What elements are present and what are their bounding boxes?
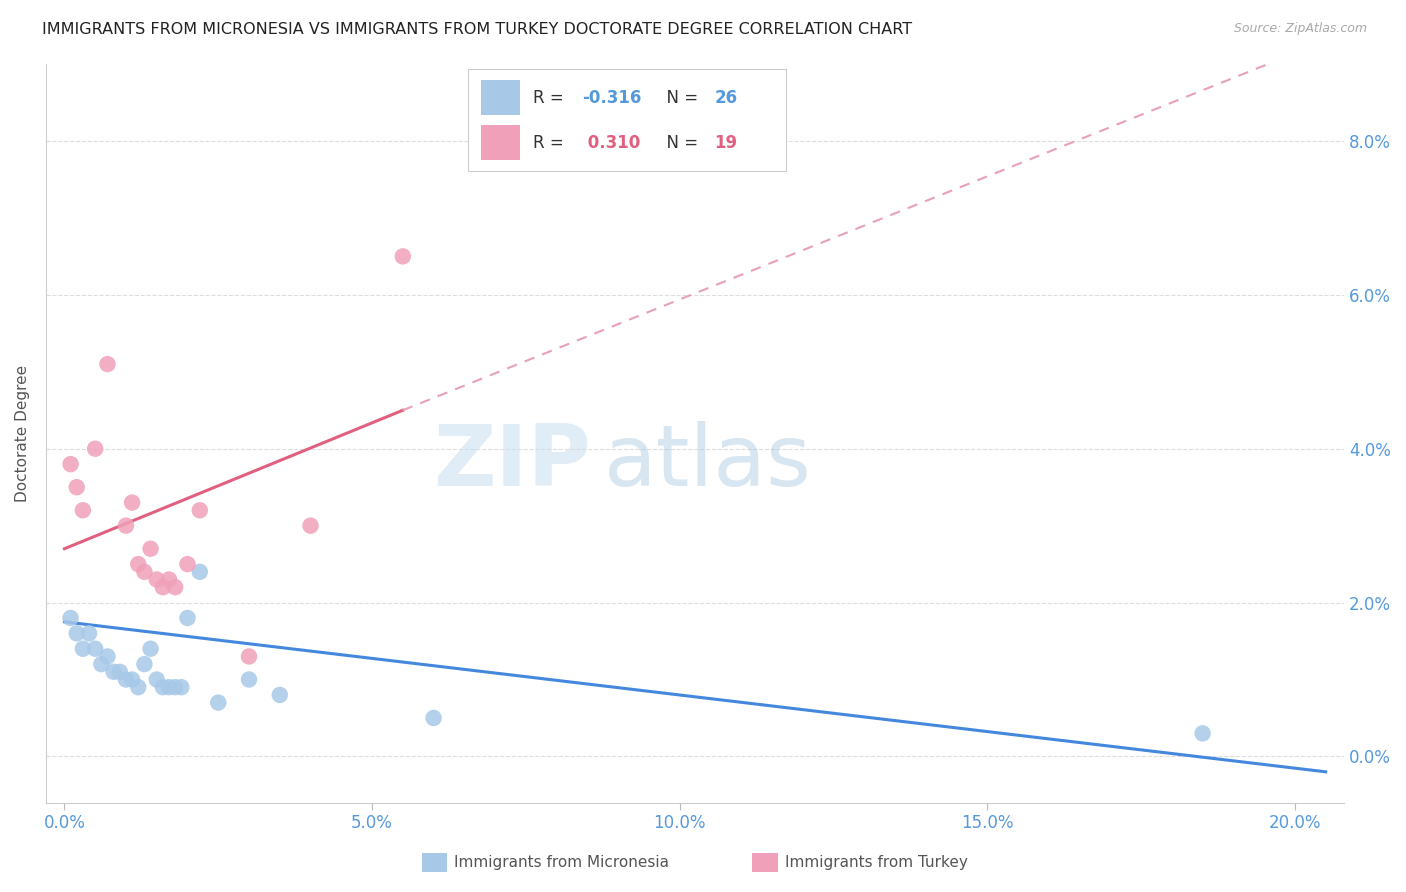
Point [207, 696, 229, 710]
Point [170, 680, 193, 694]
Point [103, 665, 125, 679]
Text: R =: R = [533, 89, 569, 107]
Point [96, 357, 118, 371]
Text: Immigrants from Micronesia: Immigrants from Micronesia [454, 855, 669, 870]
Point [90, 657, 112, 672]
Point [127, 557, 149, 571]
Text: Source: ZipAtlas.com: Source: ZipAtlas.com [1233, 22, 1367, 36]
Point [134, 565, 156, 579]
Point [188, 565, 211, 579]
Text: IMMIGRANTS FROM MICRONESIA VS IMMIGRANTS FROM TURKEY DOCTORATE DEGREE CORRELATIO: IMMIGRANTS FROM MICRONESIA VS IMMIGRANTS… [42, 22, 912, 37]
Point [145, 673, 167, 687]
Point [152, 580, 174, 594]
Point [391, 249, 413, 263]
Point [176, 611, 198, 625]
Point [238, 673, 260, 687]
Point [77, 626, 100, 640]
Point [72, 641, 94, 656]
Point [157, 573, 180, 587]
Y-axis label: Doctorate Degree: Doctorate Degree [15, 365, 30, 502]
Point [121, 673, 143, 687]
Point [165, 680, 187, 694]
Point [145, 573, 167, 587]
Point [134, 657, 156, 672]
Text: -0.316: -0.316 [582, 89, 641, 107]
Point [422, 711, 444, 725]
Text: ZIP: ZIP [433, 421, 591, 504]
Point [59, 611, 82, 625]
Point [59, 457, 82, 471]
FancyBboxPatch shape [468, 70, 786, 171]
Point [115, 518, 138, 533]
Point [66, 480, 89, 494]
Text: Immigrants from Turkey: Immigrants from Turkey [785, 855, 967, 870]
Text: R =: R = [533, 134, 569, 152]
Point [66, 626, 89, 640]
Point [238, 649, 260, 664]
Text: N =: N = [657, 134, 703, 152]
Point [176, 557, 198, 571]
Point [165, 580, 187, 594]
Point [121, 495, 143, 509]
Point [108, 665, 131, 679]
Point [157, 680, 180, 694]
FancyBboxPatch shape [481, 80, 520, 115]
Text: 19: 19 [714, 134, 738, 152]
Point [269, 688, 291, 702]
FancyBboxPatch shape [481, 125, 520, 161]
Text: atlas: atlas [605, 421, 813, 504]
Point [127, 680, 149, 694]
Point [299, 518, 322, 533]
Point [72, 503, 94, 517]
Point [1191, 726, 1213, 740]
Point [152, 680, 174, 694]
Point [84, 442, 107, 456]
Point [188, 503, 211, 517]
Point [84, 641, 107, 656]
Point [115, 673, 138, 687]
Point [139, 641, 162, 656]
Text: 26: 26 [714, 89, 738, 107]
Text: 0.310: 0.310 [582, 134, 640, 152]
Text: N =: N = [657, 89, 703, 107]
Point [96, 649, 118, 664]
Point [139, 541, 162, 556]
